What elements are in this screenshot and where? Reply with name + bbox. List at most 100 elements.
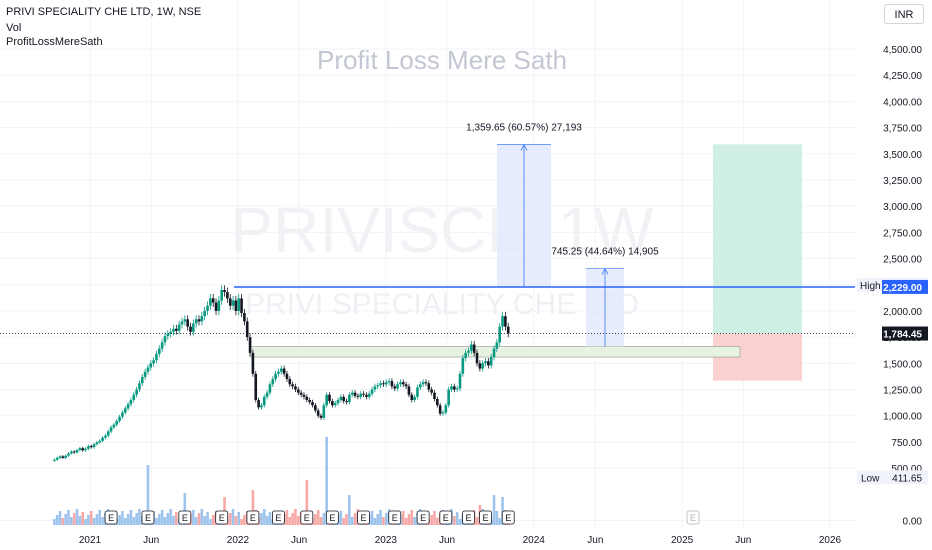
currency-button[interactable]: INR [884,4,924,24]
last-price-tag: 1,784.45 [883,330,922,341]
candle-body [506,326,510,334]
candle-body [160,342,164,349]
volume-bar [433,511,436,525]
candle-body [464,352,467,359]
candle-body [118,416,121,421]
volume-bar [268,512,272,525]
earnings-marker [104,510,118,525]
candle-body [453,386,456,390]
candle-body [285,373,289,380]
candle-body [353,392,357,396]
volume-bar [291,513,294,525]
candle-body [262,396,266,406]
candle-body [421,382,425,385]
candle-body [146,367,150,372]
candle-body [492,348,496,358]
y-tick-label: 3,750.00 [883,124,922,135]
volume-bar [294,509,297,525]
resistance-tag-bg [882,279,928,294]
symbol-title: PRIVI SPECIALITY CHE LTD, 1W, NSE [6,6,202,18]
volume-bar [407,514,411,525]
candle-body [370,389,374,394]
candle-body [206,305,209,311]
candle-body [441,412,445,414]
candle-body [410,394,414,401]
candle-body [163,336,167,343]
volume-bar [379,510,382,525]
candle-body [115,420,119,425]
candle-body [399,382,402,385]
candle-body [277,371,280,374]
candle-body [498,326,502,343]
candle-body [379,383,382,386]
candle-body [279,368,283,372]
measure-label: 1,359.65 (60.57%) 27,193 [466,123,582,134]
x-tick-label: 2021 [79,535,102,546]
volume-bar [353,513,357,525]
last-price-tag-bg [882,326,928,341]
candle-body [299,392,303,395]
candle-body [501,316,504,327]
candle-body [157,348,161,354]
volume-bar [498,518,502,525]
high-tag-bg [857,277,883,292]
volume-bar [231,509,235,525]
volume-bar [325,437,328,525]
volume-bar [81,512,85,525]
candle-body [169,331,172,334]
earnings-marker [141,510,155,525]
volume-bar [342,518,345,525]
candle-body [444,405,448,413]
candle-body [416,387,419,397]
volume-bar [121,511,124,525]
x-tick-label: Jun [143,535,159,546]
volume-bar [200,509,204,525]
candle-body [226,292,229,299]
earnings-marker-label: E [329,513,335,523]
candle-body [384,382,388,385]
candle-body [223,289,226,293]
y-tick-label: 2,000.00 [883,307,922,318]
volume-bar [288,517,292,525]
candle-body [319,415,323,418]
earnings-marker-label: E [304,513,310,523]
candle-body [359,393,363,397]
indicator-custom-label[interactable]: ProfitLossMereSath [6,36,103,48]
candle-body [78,448,82,451]
candle-body [356,395,360,397]
volume-bar [316,510,320,525]
candle-body [155,353,158,361]
candle-body [475,352,479,364]
candle-body [197,319,201,322]
volume-bar [98,510,102,525]
volume-bar [75,509,79,525]
candle-body [333,403,337,406]
earnings-marker [479,510,492,525]
volume-bar [132,517,136,525]
volume-bar [322,513,326,525]
x-tick-label: 2023 [375,535,398,546]
candle-body [418,384,422,388]
ticker-watermark: PRIVISCL, 1W [230,194,654,266]
volume-bar [166,513,170,525]
candle-body [455,388,459,390]
volume-bar [350,517,354,525]
y-tick-label: 3,250.00 [883,176,922,187]
candle-body [373,386,377,390]
volume-bar [401,511,405,525]
candle-body [433,392,436,399]
candle-body [348,394,351,403]
earnings-marker [325,510,339,525]
indicator-vol-label[interactable]: Vol [6,22,22,34]
candle-body [430,389,433,393]
candle-body [53,459,56,461]
volume-bar [129,510,133,525]
target-zone [713,144,802,334]
candle-body [314,405,317,411]
y-tick-label: 750.00 [891,438,922,449]
candle-body [194,319,198,324]
volume-bar [430,515,433,525]
low-tag-bg [857,470,883,485]
volume-bar [87,515,90,525]
